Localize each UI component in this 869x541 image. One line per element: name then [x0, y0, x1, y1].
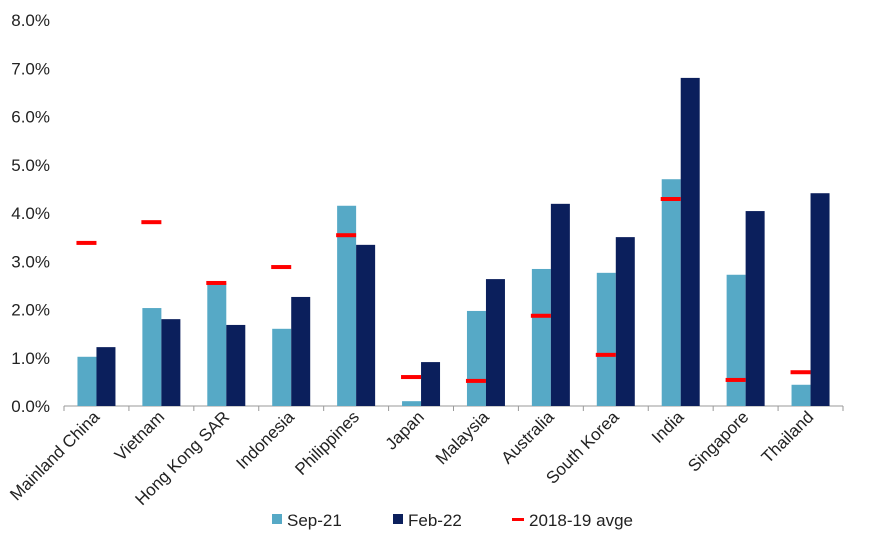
bar-sep-21 — [726, 274, 746, 406]
bar-feb-22 — [356, 244, 376, 406]
bar-feb-22 — [745, 211, 765, 406]
x-tick-label: Japan — [382, 407, 428, 453]
bar-feb-22 — [810, 193, 830, 406]
y-tick-label: 5.0% — [11, 156, 50, 175]
avg-marker — [790, 370, 811, 375]
bar-sep-21 — [207, 282, 227, 406]
y-tick-label: 6.0% — [11, 108, 50, 127]
x-tick-label: Indonesia — [232, 407, 298, 473]
bar-sep-21 — [596, 272, 616, 406]
bar-feb-22 — [680, 77, 700, 407]
avg-marker — [336, 233, 357, 238]
legend-label: Sep-21 — [287, 511, 342, 530]
avg-marker — [76, 240, 97, 245]
legend-label: Feb-22 — [408, 511, 462, 530]
bar-sep-21 — [402, 401, 422, 406]
y-tick-label: 8.0% — [11, 11, 50, 30]
y-tick-label: 0.0% — [11, 397, 50, 416]
avg-marker — [465, 378, 486, 383]
x-tick-label: Mainland China — [6, 407, 103, 504]
y-tick-label: 4.0% — [11, 204, 50, 223]
avg-marker — [206, 280, 227, 285]
avg-marker — [660, 197, 681, 202]
x-tick-label: Singapore — [684, 407, 752, 475]
bar-feb-22 — [485, 279, 505, 406]
bar-sep-21 — [142, 308, 162, 406]
y-tick-label: 7.0% — [11, 59, 50, 78]
x-tick-label: Malaysia — [432, 407, 493, 468]
bar-sep-21 — [531, 268, 551, 406]
bar-sep-21 — [661, 179, 681, 406]
x-tick-label: Thailand — [758, 407, 818, 467]
avg-marker — [141, 220, 162, 225]
bar-sep-21 — [466, 310, 486, 406]
legend-swatch — [512, 518, 524, 521]
avg-marker — [725, 377, 746, 382]
x-tick-label: India — [648, 407, 688, 447]
bar-feb-22 — [96, 347, 116, 406]
bar-sep-21 — [337, 205, 357, 406]
avg-marker — [530, 313, 551, 318]
bar-feb-22 — [421, 362, 441, 406]
bar-feb-22 — [615, 237, 635, 406]
x-tick-label: Australia — [497, 407, 558, 468]
avg-marker — [595, 352, 616, 357]
avg-marker — [271, 265, 292, 270]
avg-marker — [401, 375, 422, 380]
bar-sep-21 — [272, 328, 292, 406]
legend-label: 2018-19 avge — [529, 511, 633, 530]
bar-feb-22 — [226, 324, 246, 406]
bar-feb-22 — [161, 319, 181, 406]
y-tick-label: 1.0% — [11, 349, 50, 368]
bar-sep-21 — [77, 356, 97, 406]
x-tick-label: Philippines — [291, 407, 363, 479]
y-tick-label: 2.0% — [11, 301, 50, 320]
y-tick-label: 3.0% — [11, 252, 50, 271]
bar-feb-22 — [550, 203, 570, 406]
bar-feb-22 — [291, 296, 311, 406]
bar-sep-21 — [791, 384, 811, 406]
legend-swatch — [393, 514, 403, 524]
legend-swatch — [272, 514, 282, 524]
x-tick-label: Vietnam — [111, 407, 168, 464]
